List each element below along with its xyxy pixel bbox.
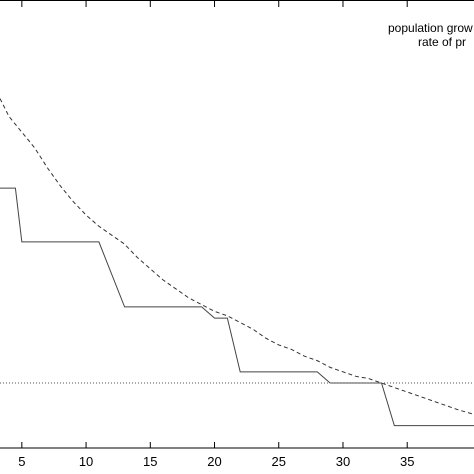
x-tick-label: 15: [143, 454, 157, 469]
legend-label: population grow: [388, 21, 473, 35]
x-tick-label: 25: [272, 454, 286, 469]
x-tick-label: 35: [400, 454, 414, 469]
series-group: [0, 98, 474, 427]
x-ticks: 5 10 15 20 25 30 35: [18, 1, 414, 469]
x-tick-label: 30: [336, 454, 350, 469]
x-tick-label: 10: [79, 454, 93, 469]
series-line-dashed: [0, 98, 474, 415]
x-tick-label: 5: [18, 454, 25, 469]
plot-frame: [0, 0, 474, 449]
series-line-solid: [0, 187, 474, 427]
legend-label: rate of pr: [418, 35, 466, 49]
x-tick-label: 20: [207, 454, 221, 469]
